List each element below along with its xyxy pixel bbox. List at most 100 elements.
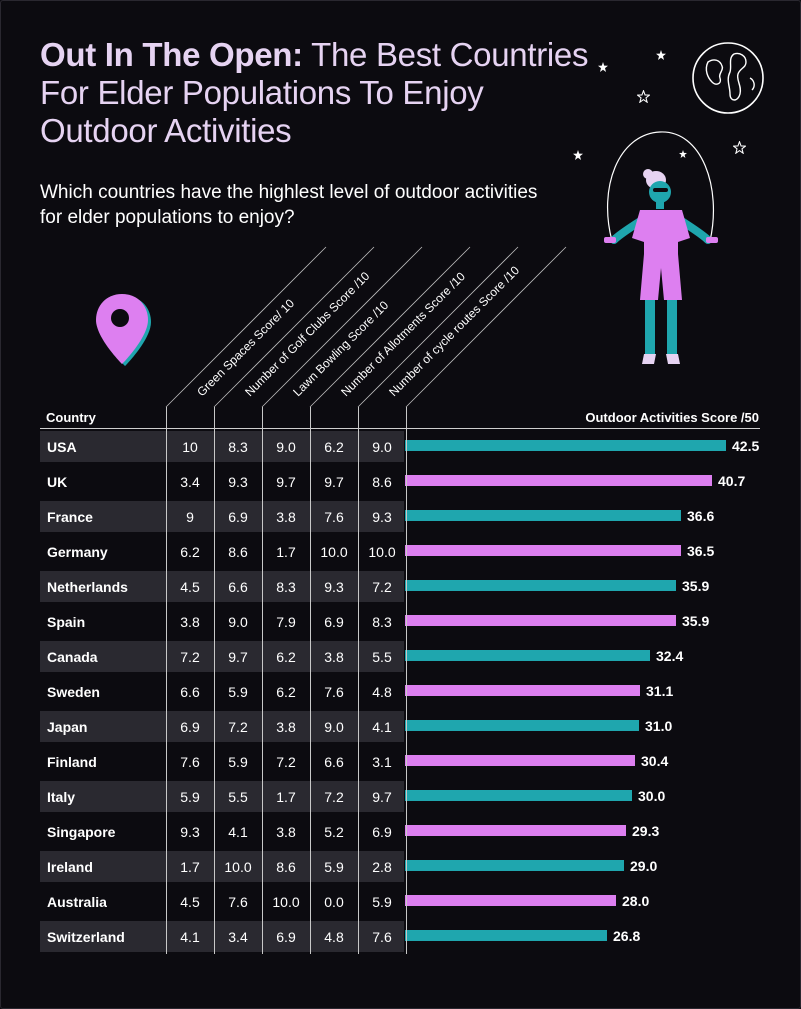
score-cell: 6.6 bbox=[180, 684, 200, 700]
score-cell: 9.0 bbox=[228, 614, 248, 630]
score-cell: 5.2 bbox=[324, 824, 344, 840]
table-row: Finland 7.6 5.9 7.2 6.6 3.1 30.4 bbox=[40, 744, 760, 779]
score-cell: 10.0 bbox=[224, 859, 252, 875]
column-divider bbox=[166, 407, 167, 954]
table-row: Singapore 9.3 4.1 3.8 5.2 6.9 29.3 bbox=[40, 814, 760, 849]
score-cell: 10.0 bbox=[320, 544, 348, 560]
star-icon bbox=[598, 62, 608, 72]
score-cell: 5.5 bbox=[372, 649, 392, 665]
total-bar bbox=[405, 685, 640, 696]
star-icon bbox=[573, 150, 583, 160]
score-cell: 5.9 bbox=[372, 894, 392, 910]
table-row: Australia 4.5 7.6 10.0 0.0 5.9 28.0 bbox=[40, 884, 760, 919]
total-value-label: 29.0 bbox=[630, 858, 658, 874]
column-divider bbox=[406, 407, 407, 954]
score-cell: 4.8 bbox=[324, 929, 344, 945]
total-bar bbox=[405, 475, 712, 486]
country-name: Spain bbox=[47, 614, 86, 630]
table-row: Germany 6.2 8.6 1.7 10.0 10.0 36.5 bbox=[40, 534, 760, 569]
total-value-label: 26.8 bbox=[613, 928, 641, 944]
score-cell: 9.7 bbox=[228, 649, 248, 665]
score-cell: 3.4 bbox=[180, 474, 200, 490]
score-cell: 8.6 bbox=[276, 859, 296, 875]
table-row: Japan 6.9 7.2 3.8 9.0 4.1 31.0 bbox=[40, 709, 760, 744]
table-row: Canada 7.2 9.7 6.2 3.8 5.5 32.4 bbox=[40, 639, 760, 674]
total-bar bbox=[405, 720, 639, 731]
country-name: Italy bbox=[47, 789, 76, 805]
total-bar bbox=[405, 790, 632, 801]
score-cell: 7.6 bbox=[324, 684, 344, 700]
score-cell: 9.0 bbox=[276, 439, 296, 455]
score-cell: 1.7 bbox=[276, 789, 296, 805]
score-cell: 9.3 bbox=[324, 579, 344, 595]
title-bold: Out In The Open: bbox=[40, 36, 303, 73]
table-row: Italy 5.9 5.5 1.7 7.2 9.7 30.0 bbox=[40, 779, 760, 814]
column-divider bbox=[358, 407, 359, 954]
table-row: Ireland 1.7 10.0 8.6 5.9 2.8 29.0 bbox=[40, 849, 760, 884]
total-value-label: 32.4 bbox=[656, 648, 684, 664]
score-cell: 9.3 bbox=[372, 509, 392, 525]
score-cell: 6.9 bbox=[372, 824, 392, 840]
row-band bbox=[40, 711, 404, 742]
table-row: Switzerland 4.1 3.4 6.9 4.8 7.6 26.8 bbox=[40, 919, 760, 954]
row-band bbox=[40, 781, 404, 812]
column-divider bbox=[310, 407, 311, 954]
score-cell: 10 bbox=[182, 439, 198, 455]
location-pin-icon bbox=[96, 294, 151, 366]
score-cell: 5.9 bbox=[180, 789, 200, 805]
total-value-label: 29.3 bbox=[632, 823, 660, 839]
table-row: UK 3.4 9.3 9.7 9.7 8.6 40.7 bbox=[40, 464, 760, 499]
country-name: Canada bbox=[47, 649, 98, 665]
score-cell: 7.2 bbox=[372, 579, 392, 595]
score-header: Outdoor Activities Score /50 bbox=[585, 410, 759, 425]
country-name: Australia bbox=[47, 894, 107, 910]
score-cell: 9.7 bbox=[276, 474, 296, 490]
score-cell: 6.6 bbox=[324, 754, 344, 770]
score-cell: 5.5 bbox=[228, 789, 248, 805]
header-diagonal-line bbox=[405, 246, 567, 408]
column-header-label: Green Spaces Score/ 10 bbox=[194, 296, 297, 399]
score-cell: 8.6 bbox=[228, 544, 248, 560]
total-value-label: 36.5 bbox=[687, 543, 715, 559]
total-bar bbox=[405, 755, 635, 766]
total-bar bbox=[405, 545, 681, 556]
country-name: Switzerland bbox=[47, 929, 125, 945]
score-cell: 8.3 bbox=[372, 614, 392, 630]
star-icon bbox=[679, 150, 687, 158]
total-bar bbox=[405, 510, 681, 521]
score-cell: 6.2 bbox=[324, 439, 344, 455]
country-name: USA bbox=[47, 439, 77, 455]
total-value-label: 31.0 bbox=[645, 718, 673, 734]
country-name: Sweden bbox=[47, 684, 100, 700]
table-row: Spain 3.8 9.0 7.9 6.9 8.3 35.9 bbox=[40, 604, 760, 639]
score-cell: 1.7 bbox=[180, 859, 200, 875]
score-cell: 8.3 bbox=[276, 579, 296, 595]
score-cell: 3.1 bbox=[372, 754, 392, 770]
score-cell: 7.2 bbox=[228, 719, 248, 735]
table-body: USA 10 8.3 9.0 6.2 9.0 42.5 UK 3.4 9.3 9.7 9.7 8.6 40… bbox=[40, 429, 760, 954]
score-cell: 1.7 bbox=[276, 544, 296, 560]
country-name: Finland bbox=[47, 754, 97, 770]
star-icon bbox=[637, 90, 650, 103]
country-name: UK bbox=[47, 474, 68, 490]
score-cell: 4.1 bbox=[180, 929, 200, 945]
total-value-label: 40.7 bbox=[718, 473, 746, 489]
country-name: Ireland bbox=[47, 859, 93, 875]
total-value-label: 31.1 bbox=[646, 683, 674, 699]
row-band bbox=[40, 571, 404, 602]
score-cell: 7.2 bbox=[276, 754, 296, 770]
country-header: Country bbox=[46, 410, 96, 425]
total-bar bbox=[405, 650, 650, 661]
score-cell: 4.1 bbox=[372, 719, 392, 735]
score-cell: 8.6 bbox=[372, 474, 392, 490]
star-icon bbox=[656, 50, 666, 60]
table-row: France 9 6.9 3.8 7.6 9.3 36.6 bbox=[40, 499, 760, 534]
score-cell: 4.8 bbox=[372, 684, 392, 700]
score-cell: 7.6 bbox=[228, 894, 248, 910]
scores-table: Country Outdoor Activities Score /50 USA… bbox=[40, 407, 760, 954]
total-bar bbox=[405, 440, 726, 451]
score-cell: 10.0 bbox=[272, 894, 300, 910]
score-cell: 7.6 bbox=[180, 754, 200, 770]
score-cell: 3.8 bbox=[276, 509, 296, 525]
total-bar bbox=[405, 860, 624, 871]
